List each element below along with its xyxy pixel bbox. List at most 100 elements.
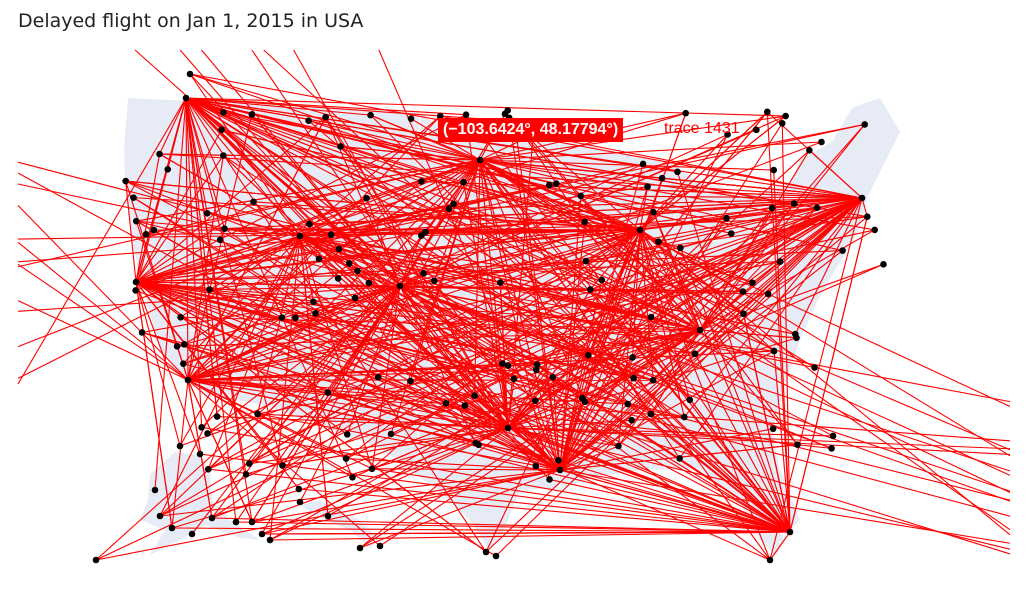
flight-route[interactable]	[535, 229, 641, 467]
airport-marker[interactable]	[221, 225, 228, 232]
flight-route[interactable]	[293, 49, 509, 429]
airport-marker[interactable]	[296, 498, 304, 506]
flight-route[interactable]	[183, 363, 561, 471]
airport-marker[interactable]	[176, 442, 184, 450]
airport-marker[interactable]	[345, 260, 353, 267]
flight-route[interactable]	[379, 329, 701, 547]
airport-marker[interactable]	[248, 518, 256, 526]
flight-route[interactable]	[136, 220, 401, 287]
flight-route[interactable]	[559, 350, 775, 471]
flight-route[interactable]	[201, 159, 481, 428]
airport-marker[interactable]	[351, 294, 359, 302]
flight-route[interactable]	[479, 159, 753, 284]
airport-marker[interactable]	[343, 431, 351, 438]
flight-route[interactable]	[135, 281, 583, 399]
flight-route[interactable]	[185, 97, 586, 403]
flight-route[interactable]	[179, 49, 509, 429]
flight-route[interactable]	[773, 169, 791, 533]
airport-marker[interactable]	[586, 286, 594, 293]
flight-route[interactable]	[17, 159, 481, 268]
flight-route[interactable]	[559, 124, 866, 471]
airport-marker[interactable]	[396, 282, 404, 290]
flight-route[interactable]	[507, 427, 834, 437]
airport-marker[interactable]	[818, 138, 825, 146]
airport-marker[interactable]	[650, 208, 657, 216]
flight-route[interactable]	[263, 49, 791, 533]
flight-route[interactable]	[17, 300, 189, 381]
flight-route[interactable]	[399, 285, 538, 366]
airport-marker[interactable]	[460, 178, 467, 186]
flight-route[interactable]	[251, 49, 509, 429]
flight-route[interactable]	[257, 413, 509, 429]
flight-route[interactable]	[299, 235, 796, 335]
flight-route[interactable]	[390, 433, 791, 533]
flight-route[interactable]	[559, 469, 791, 533]
airport-marker[interactable]	[132, 287, 139, 294]
airport-marker[interactable]	[598, 276, 606, 284]
flight-route[interactable]	[559, 207, 773, 471]
airport-marker[interactable]	[220, 152, 227, 159]
flight-route[interactable]	[507, 427, 1011, 456]
airport-marker[interactable]	[327, 231, 335, 239]
airport-marker[interactable]	[279, 462, 286, 469]
airport-marker[interactable]	[724, 131, 731, 138]
flight-route[interactable]	[201, 426, 791, 533]
airport-marker[interactable]	[177, 314, 184, 321]
flight-route[interactable]	[249, 427, 509, 465]
airport-marker[interactable]	[418, 178, 425, 185]
airport-marker[interactable]	[764, 290, 772, 298]
flight-route[interactable]	[187, 379, 619, 447]
airport-marker[interactable]	[122, 177, 129, 185]
flight-route[interactable]	[135, 281, 1011, 517]
flight-route[interactable]	[448, 197, 863, 210]
airport-marker[interactable]	[254, 410, 261, 418]
flight-route[interactable]	[453, 203, 701, 331]
flight-route[interactable]	[639, 111, 768, 231]
airport-marker[interactable]	[677, 244, 684, 252]
flight-route[interactable]	[507, 217, 727, 429]
flight-route[interactable]	[399, 285, 537, 467]
airport-marker[interactable]	[130, 194, 137, 201]
flight-route[interactable]	[299, 235, 634, 379]
airport-marker[interactable]	[188, 530, 196, 538]
airport-marker[interactable]	[476, 156, 484, 164]
airport-marker[interactable]	[324, 389, 332, 396]
airport-marker[interactable]	[829, 432, 837, 440]
airport-marker[interactable]	[258, 530, 266, 538]
flight-route[interactable]	[187, 116, 327, 381]
flight-route[interactable]	[479, 159, 875, 231]
flight-route[interactable]	[631, 229, 641, 358]
airport-marker[interactable]	[363, 194, 370, 202]
flight-route[interactable]	[185, 97, 371, 116]
flight-route[interactable]	[479, 159, 1011, 408]
airport-marker[interactable]	[674, 168, 681, 176]
airport-marker[interactable]	[324, 512, 332, 520]
flight-route[interactable]	[135, 281, 300, 490]
airport-marker[interactable]	[532, 462, 540, 470]
airport-marker[interactable]	[549, 373, 557, 381]
airport-marker[interactable]	[184, 376, 192, 384]
airport-marker[interactable]	[501, 110, 509, 118]
flight-route[interactable]	[421, 180, 863, 199]
flight-route[interactable]	[639, 203, 795, 231]
airport-marker[interactable]	[218, 126, 225, 134]
airport-marker[interactable]	[92, 556, 100, 564]
airport-marker[interactable]	[292, 314, 299, 322]
airport-marker[interactable]	[555, 456, 562, 464]
flight-route[interactable]	[235, 285, 401, 523]
flight-route[interactable]	[399, 207, 818, 287]
flight-route[interactable]	[159, 97, 187, 155]
flight-route[interactable]	[559, 217, 727, 471]
flight-route[interactable]	[549, 478, 791, 533]
airport-marker[interactable]	[367, 111, 374, 119]
airport-marker[interactable]	[778, 120, 786, 127]
flight-route[interactable]	[135, 197, 863, 283]
flight-route[interactable]	[269, 235, 301, 541]
airport-marker[interactable]	[786, 528, 794, 536]
flight-route[interactable]	[781, 123, 791, 533]
flight-route[interactable]	[135, 123, 865, 283]
flight-route[interactable]	[479, 159, 771, 561]
flight-route[interactable]	[299, 235, 475, 397]
flight-route[interactable]	[769, 197, 863, 561]
flight-route[interactable]	[17, 241, 189, 381]
